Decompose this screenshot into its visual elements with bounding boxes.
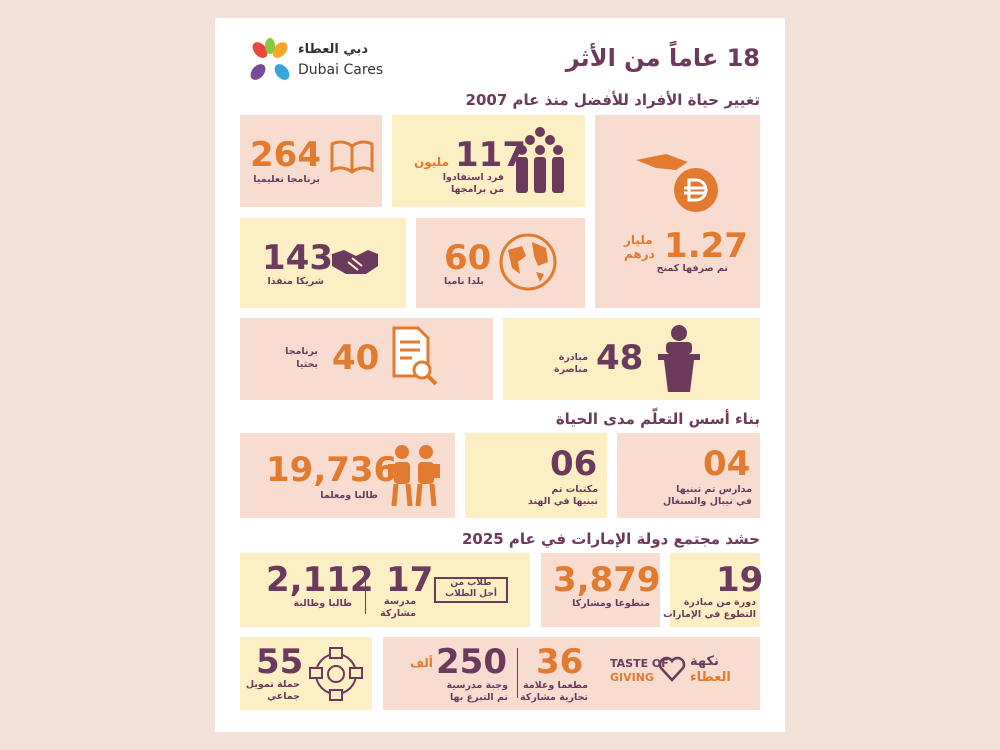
tile	[383, 637, 760, 710]
podium-icon	[658, 325, 700, 392]
page-title: 18 عاماً من الأثر	[565, 44, 760, 72]
tile-label: في نيبال والسنغال	[662, 496, 752, 507]
tile	[503, 318, 760, 400]
students-logo: طلاب من	[450, 578, 492, 588]
tile-label: مبادرة	[558, 352, 588, 363]
tile	[240, 553, 530, 627]
giving-logo-english: TASTE OF	[610, 657, 669, 670]
tile-label: مدارس تم تبنيها	[676, 484, 752, 495]
tile	[617, 433, 760, 518]
globe-icon	[499, 233, 557, 291]
handshake-icon	[332, 250, 378, 274]
book-icon	[330, 140, 374, 174]
tile-label: حملة تمويل	[245, 679, 300, 690]
giving-logo-arabic: العطاء	[690, 670, 731, 685]
tile-label: برنامجا تعليميا	[253, 174, 320, 185]
tile-label: متطوعا ومشاركا	[572, 598, 650, 609]
tile	[240, 115, 382, 207]
tile	[240, 218, 406, 308]
tile-value: 36	[536, 642, 584, 682]
divider	[517, 648, 518, 698]
tile-label: مكتبات تم	[551, 484, 598, 495]
tile-value: 2,112	[266, 560, 374, 600]
tile-label: فرد استفادوا	[442, 172, 504, 183]
crowdfund-icon	[309, 647, 363, 701]
tile-value: 60	[444, 238, 492, 278]
tile	[541, 553, 660, 627]
people-icon	[516, 127, 564, 193]
section-heading: تغيير حياة الأفراد للأفضل منذ عام 2007	[465, 91, 760, 109]
tile-value: 264	[250, 135, 321, 175]
tile	[465, 433, 607, 518]
tile-label: برنامجا	[285, 346, 318, 357]
heart-icon	[658, 656, 686, 682]
tile-value: 117	[455, 135, 526, 175]
research-icon	[392, 326, 438, 386]
tile-value: 19,736	[266, 450, 398, 490]
tile	[595, 115, 760, 308]
tile-label: مناصرة	[553, 364, 588, 375]
tile-label: مطعما وعلامة	[523, 680, 588, 691]
tile-label: تم التبرع بها	[449, 692, 508, 703]
section-heading: بناء أسس التعلّم مدى الحياة	[555, 410, 760, 428]
giving-logo-english: GIVING	[610, 671, 654, 684]
tile-value: 55	[256, 642, 304, 682]
tile-label: بلدا ناميا	[444, 276, 484, 287]
tile-unit: ألف	[410, 656, 433, 670]
tile-value: 143	[262, 238, 333, 278]
tile-label: وجبة مدرسية	[446, 680, 508, 691]
tile-label: تبنيها في الهند	[528, 496, 598, 507]
tile-value: 06	[550, 444, 598, 484]
tile-label: تم صرفها كمنح	[656, 263, 728, 274]
tile	[670, 553, 760, 627]
tile-value: 3,879	[553, 560, 661, 600]
tile-label: بحثيا	[296, 359, 318, 370]
tile-label: شريكا منفذا	[267, 276, 324, 287]
tile-label: من برامجها	[450, 184, 504, 195]
coin-hand-icon	[636, 154, 718, 212]
tile-label: طالبا ومعلما	[320, 490, 378, 501]
tile-label: دورة من مبادرة	[683, 597, 756, 608]
logo-hands	[250, 38, 290, 80]
giving-logo-arabic: نكهة	[690, 654, 719, 669]
students-logo: أجل الطلاب	[445, 589, 497, 599]
logo-arabic: دبي العطاء	[298, 42, 369, 57]
logo-english: Dubai Cares	[298, 62, 384, 78]
tile-value: 19	[716, 560, 764, 600]
tile-label: جماعي	[267, 691, 300, 702]
tile-unit: درهم	[624, 247, 655, 261]
section-heading: حشد مجتمع دولة الإمارات في عام 2025	[461, 530, 760, 548]
tile-value: 17	[386, 560, 434, 600]
tile-unit: مليار	[624, 233, 653, 247]
tile-value: 04	[703, 444, 751, 484]
tile-unit: مليون	[414, 155, 449, 169]
divider	[365, 566, 366, 614]
tile-label: تجارية مشاركة	[520, 692, 588, 703]
tile	[240, 318, 493, 400]
tile-value: 1.27	[664, 226, 748, 266]
tile-label: التطوع في الإمارات	[663, 609, 756, 620]
tile-label: طالبا وطالبة	[293, 598, 352, 609]
students-logo-frame	[434, 577, 508, 603]
tile-label: مشاركة	[380, 608, 416, 619]
students-icon	[388, 445, 440, 507]
tile-value: 40	[332, 338, 380, 378]
tile-value: 250	[436, 642, 507, 682]
tile-label: مدرسة	[384, 596, 416, 607]
tile-value: 48	[596, 338, 644, 378]
